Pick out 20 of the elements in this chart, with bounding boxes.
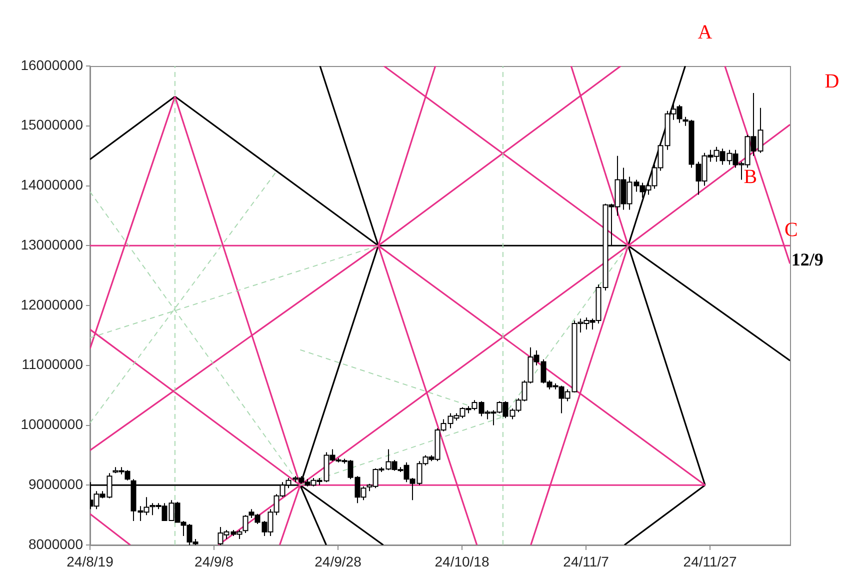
x-tick-label: 24/10/18 xyxy=(434,553,490,570)
x-tick-label: 24/11/7 xyxy=(563,553,610,570)
y-tick-label: 9000000 xyxy=(28,476,84,492)
x-tick-label: 24/11/27 xyxy=(683,553,737,570)
annotation: B xyxy=(744,166,758,188)
y-tick-label: 8000000 xyxy=(28,536,84,552)
y-tick-label: 14000000 xyxy=(20,176,84,193)
y-tick-label: 16000000 xyxy=(20,56,84,73)
x-tick-label: 24/8/19 xyxy=(66,553,114,570)
y-tick-label: 11000000 xyxy=(22,356,84,372)
x-tick-label: 24/9/8 xyxy=(194,553,234,570)
text: D xyxy=(824,70,840,92)
y-tick-label: 12000000 xyxy=(20,296,84,312)
annotation: C xyxy=(784,218,798,241)
y-tick-label: 10000000 xyxy=(20,416,84,432)
text: A xyxy=(698,21,713,44)
annotation: 12/9 xyxy=(791,249,824,270)
x-tick-label: 24/9/28 xyxy=(314,553,362,570)
y-tick-label: 13000000 xyxy=(20,236,84,252)
y-tick-label: 15000000 xyxy=(20,116,84,133)
